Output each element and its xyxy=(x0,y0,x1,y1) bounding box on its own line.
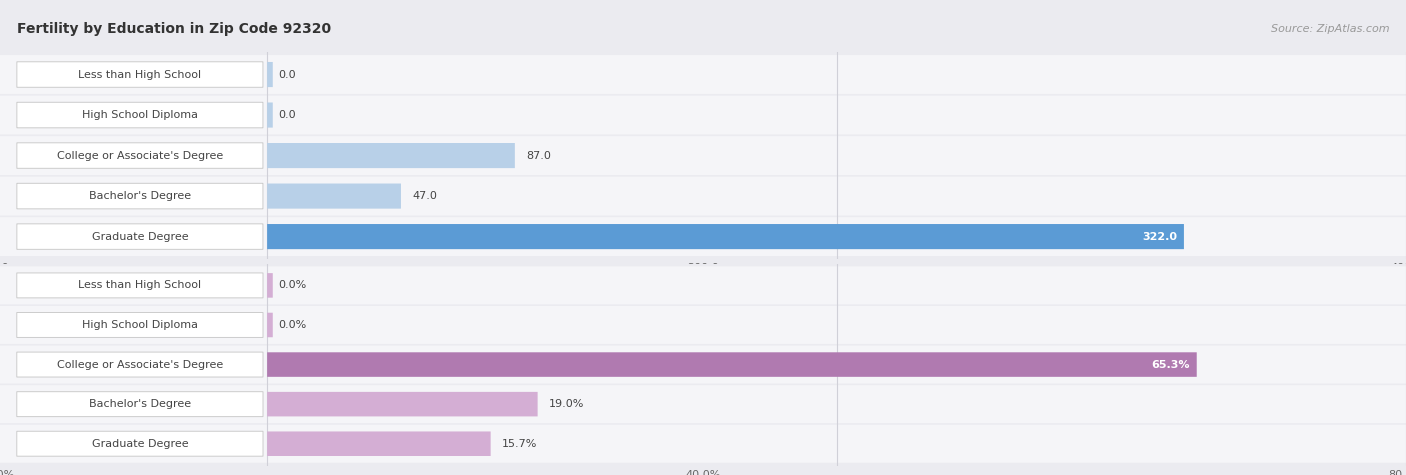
Text: 322.0: 322.0 xyxy=(1142,232,1177,242)
FancyBboxPatch shape xyxy=(267,392,537,417)
Text: 87.0: 87.0 xyxy=(526,151,551,161)
FancyBboxPatch shape xyxy=(0,266,1406,304)
Text: Graduate Degree: Graduate Degree xyxy=(91,232,188,242)
FancyBboxPatch shape xyxy=(267,143,515,168)
FancyBboxPatch shape xyxy=(17,224,263,249)
Text: 19.0%: 19.0% xyxy=(548,399,585,409)
FancyBboxPatch shape xyxy=(0,95,1406,134)
FancyBboxPatch shape xyxy=(0,425,1406,463)
Text: 15.7%: 15.7% xyxy=(502,439,537,449)
Text: 47.0: 47.0 xyxy=(412,191,437,201)
Text: Fertility by Education in Zip Code 92320: Fertility by Education in Zip Code 92320 xyxy=(17,21,330,36)
FancyBboxPatch shape xyxy=(17,352,263,377)
FancyBboxPatch shape xyxy=(17,183,263,209)
FancyBboxPatch shape xyxy=(17,62,263,87)
Text: College or Associate's Degree: College or Associate's Degree xyxy=(56,360,224,370)
Text: 0.0: 0.0 xyxy=(278,110,297,120)
FancyBboxPatch shape xyxy=(0,217,1406,256)
FancyBboxPatch shape xyxy=(17,273,263,298)
FancyBboxPatch shape xyxy=(17,143,263,168)
FancyBboxPatch shape xyxy=(17,102,263,128)
FancyBboxPatch shape xyxy=(267,183,401,209)
Text: High School Diploma: High School Diploma xyxy=(82,110,198,120)
Text: Bachelor's Degree: Bachelor's Degree xyxy=(89,399,191,409)
FancyBboxPatch shape xyxy=(17,313,263,337)
Text: High School Diploma: High School Diploma xyxy=(82,320,198,330)
FancyBboxPatch shape xyxy=(267,431,491,456)
FancyBboxPatch shape xyxy=(0,385,1406,423)
FancyBboxPatch shape xyxy=(267,62,273,87)
FancyBboxPatch shape xyxy=(267,103,273,128)
Text: Source: ZipAtlas.com: Source: ZipAtlas.com xyxy=(1271,23,1389,34)
FancyBboxPatch shape xyxy=(0,55,1406,94)
Text: College or Associate's Degree: College or Associate's Degree xyxy=(56,151,224,161)
Text: Graduate Degree: Graduate Degree xyxy=(91,439,188,449)
Text: Less than High School: Less than High School xyxy=(79,69,201,79)
FancyBboxPatch shape xyxy=(267,352,1197,377)
FancyBboxPatch shape xyxy=(0,136,1406,175)
FancyBboxPatch shape xyxy=(267,224,1184,249)
Text: Bachelor's Degree: Bachelor's Degree xyxy=(89,191,191,201)
FancyBboxPatch shape xyxy=(267,273,273,298)
FancyBboxPatch shape xyxy=(17,431,263,456)
Text: 0.0%: 0.0% xyxy=(278,320,307,330)
FancyBboxPatch shape xyxy=(267,313,273,337)
FancyBboxPatch shape xyxy=(17,392,263,417)
Text: 0.0%: 0.0% xyxy=(278,280,307,290)
Text: 0.0: 0.0 xyxy=(278,69,297,79)
FancyBboxPatch shape xyxy=(0,306,1406,344)
FancyBboxPatch shape xyxy=(0,346,1406,384)
Text: 65.3%: 65.3% xyxy=(1152,360,1189,370)
FancyBboxPatch shape xyxy=(0,177,1406,216)
Text: Less than High School: Less than High School xyxy=(79,280,201,290)
